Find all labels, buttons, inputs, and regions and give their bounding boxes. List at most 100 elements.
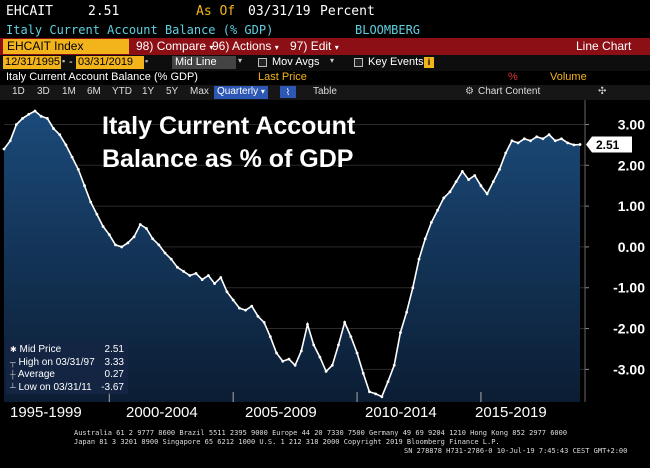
chevron-down-icon[interactable]: ▾ [330, 56, 335, 65]
data-point [188, 274, 192, 277]
data-point [8, 139, 12, 143]
x-period-label: 1995-1999 [10, 404, 82, 421]
options-bar: 12/31/1995 ▪ - 03/31/2019 ▪ Mid Line ▾ M… [0, 55, 650, 71]
y-tick-label: 1.00 [618, 198, 645, 214]
volume-label: Volume [550, 71, 587, 83]
data-point [510, 139, 514, 143]
data-point [120, 245, 124, 249]
key-events-checkbox[interactable] [354, 58, 363, 67]
x-axis-ticks [108, 392, 482, 402]
data-point [89, 200, 93, 204]
x-period-label: 2005-2009 [245, 404, 317, 421]
data-point [83, 184, 86, 188]
chart-type-label[interactable]: Line Chart [576, 39, 632, 53]
data-point [256, 314, 260, 318]
data-point [498, 167, 501, 171]
gear-icon[interactable]: ⚙ [465, 86, 474, 97]
source-label: BLOOMBERG [355, 23, 421, 37]
x-period-label: 2000-2004 [126, 404, 198, 421]
calendar-icon[interactable]: ▪ [62, 56, 66, 66]
data-point [423, 237, 427, 241]
data-point [194, 272, 198, 275]
data-point [417, 257, 421, 261]
data-point [368, 390, 371, 394]
data-point [516, 141, 520, 145]
data-point [467, 178, 470, 181]
range-5y[interactable]: 5Y [166, 86, 179, 97]
data-point [45, 116, 49, 120]
series-legend-label: Italy Current Account Balance (% GDP) [6, 71, 198, 83]
data-point [132, 235, 136, 239]
mov-avgs-checkbox[interactable] [258, 58, 267, 67]
svg-text:2.51: 2.51 [596, 138, 620, 152]
data-point [337, 343, 340, 347]
data-point [268, 335, 272, 339]
start-date-field[interactable]: 12/31/1995 [3, 56, 61, 69]
data-point [293, 363, 297, 367]
range-1d[interactable]: 1D [12, 86, 25, 97]
data-point [70, 155, 74, 159]
data-point [126, 241, 130, 245]
x-period-label: 2015-2019 [475, 404, 547, 421]
data-point [349, 335, 353, 339]
data-point [460, 170, 464, 173]
range-ytd[interactable]: YTD [112, 86, 132, 97]
data-point [151, 237, 155, 241]
range-max[interactable]: Max [190, 86, 209, 97]
stat-mid-price: ✱ Mid Price 2.51 [10, 344, 124, 355]
data-point [262, 321, 266, 324]
table-button[interactable]: Table [313, 86, 337, 97]
info-icon[interactable]: i [424, 57, 434, 68]
average-marker-icon: ┼ [10, 370, 16, 379]
x-period-label: 2010-2014 [365, 404, 437, 421]
data-point [330, 363, 334, 367]
security-input[interactable]: EHCAIT Index [3, 39, 129, 54]
data-point [448, 190, 452, 194]
data-point [473, 174, 477, 177]
compare-menu[interactable]: 98) Compare ▾ [136, 39, 214, 53]
data-point [219, 276, 223, 279]
y-tick-label: 2.00 [618, 157, 645, 173]
data-point [244, 308, 247, 312]
line-chart-icon[interactable]: ⌇ [280, 86, 296, 98]
data-point [566, 141, 570, 145]
data-point [454, 180, 458, 184]
end-date-field[interactable]: 03/31/2019 [76, 56, 144, 69]
crosshair-icon[interactable]: ✣ [598, 86, 607, 97]
data-point [306, 323, 309, 326]
stat-low: ┴ Low on 03/31/11 -3.67 [10, 381, 124, 393]
range-1m[interactable]: 1M [62, 86, 76, 97]
data-point [392, 363, 396, 367]
frequency-select[interactable]: Quarterly ▾ [214, 86, 268, 99]
data-point [237, 306, 241, 310]
actions-menu[interactable]: 96) Actions ▾ [212, 39, 279, 53]
chevron-down-icon: ▾ [334, 43, 339, 52]
data-point [157, 243, 161, 247]
function-menubar: EHCAIT Index 98) Compare ▾ 96) Actions ▾… [0, 38, 650, 55]
data-point [355, 351, 359, 355]
data-point [560, 137, 563, 141]
data-point [21, 116, 24, 120]
data-point [312, 343, 316, 347]
data-point [275, 351, 278, 355]
chevron-down-icon[interactable]: ▾ [238, 56, 243, 65]
data-point [213, 282, 216, 286]
line-type-select[interactable]: Mid Line [172, 56, 236, 69]
chart-content-button[interactable]: Chart Content [478, 86, 541, 97]
edit-menu[interactable]: 97) Edit ▾ [290, 39, 339, 53]
data-point [27, 112, 31, 116]
data-point [578, 143, 582, 146]
data-point [169, 257, 173, 261]
series-marker-icon: ✱ [10, 345, 17, 354]
data-point [529, 139, 532, 143]
data-point [39, 114, 43, 118]
series-line [3, 110, 581, 398]
range-3d[interactable]: 3D [37, 86, 50, 97]
range-1y[interactable]: 1Y [142, 86, 155, 97]
data-point [231, 298, 235, 302]
calendar-icon[interactable]: ▪ [145, 56, 149, 66]
data-point [405, 310, 409, 314]
range-6m[interactable]: 6M [87, 86, 101, 97]
percent-symbol: % [508, 71, 518, 83]
data-point [485, 192, 489, 196]
